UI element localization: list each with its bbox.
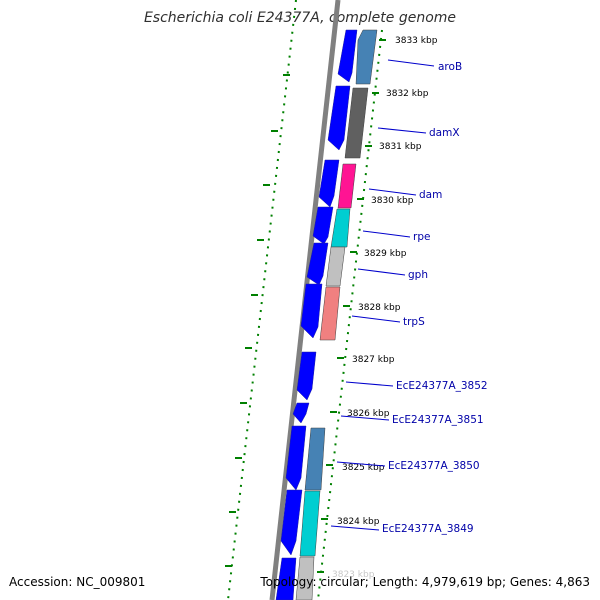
gene-label: EcE24377A_3852 bbox=[396, 380, 488, 392]
forward-gene bbox=[306, 242, 329, 286]
ruler-label: 3829 kbp bbox=[364, 249, 407, 259]
ruler-ticks bbox=[317, 39, 386, 573]
ruler-label: 3833 kbp bbox=[395, 36, 438, 46]
ruler-label: 3830 kbp bbox=[371, 196, 414, 206]
forward-gene bbox=[292, 402, 310, 424]
gene-label-lines bbox=[330, 59, 435, 531]
forward-gene bbox=[285, 425, 307, 491]
forward-genes bbox=[275, 29, 358, 600]
gene-label: EcE24377A_3849 bbox=[382, 523, 474, 535]
map-title: Escherichia coli E24377A, complete genom… bbox=[143, 10, 457, 26]
forward-gene bbox=[337, 29, 358, 83]
outer-ring-ticks bbox=[225, 74, 290, 567]
ruler-label: 3827 kbp bbox=[352, 355, 395, 365]
gene-label: aroB bbox=[438, 61, 462, 73]
gene-label: trpS bbox=[403, 316, 425, 328]
accession-text: Accession: NC_009801 bbox=[9, 575, 146, 589]
ruler-label: 3824 kbp bbox=[337, 517, 380, 527]
reverse-gene-trpS bbox=[319, 286, 341, 341]
forward-gene bbox=[327, 85, 351, 151]
forward-gene bbox=[296, 351, 317, 401]
forward-gene bbox=[300, 283, 323, 339]
ruler-label: 3825 kbp bbox=[342, 463, 385, 473]
reverse-gene-damX bbox=[344, 87, 369, 159]
ruler-label: 3831 kbp bbox=[379, 142, 422, 152]
reverse-gene-next bbox=[295, 556, 315, 600]
reverse-gene-3849 bbox=[299, 490, 321, 557]
forward-gene bbox=[280, 489, 303, 556]
forward-gene bbox=[318, 159, 340, 208]
ruler-label: 3823 kbp bbox=[332, 570, 375, 580]
genome-summary-text: Topology: circular; Length: 4,979,619 bp… bbox=[260, 575, 590, 589]
gene-label: EcE24377A_3850 bbox=[388, 460, 480, 472]
reverse-gene-gph bbox=[325, 246, 346, 287]
ruler-label: 3832 kbp bbox=[386, 89, 429, 99]
reverse-gene-dam bbox=[337, 163, 357, 209]
forward-gene bbox=[312, 206, 334, 245]
gene-label: rpe bbox=[413, 231, 430, 243]
forward-gene bbox=[275, 557, 297, 600]
gene-label: gph bbox=[408, 269, 428, 281]
gene-labels: aroB damX dam rpe gph trpS EcE24377A_385… bbox=[382, 61, 488, 535]
reverse-genes bbox=[295, 29, 378, 600]
gene-label: damX bbox=[429, 127, 460, 139]
ruler-labels: 3833 kbp 3832 kbp 3831 kbp 3830 kbp 3829… bbox=[332, 36, 438, 580]
reverse-gene-aroB bbox=[355, 29, 378, 85]
reverse-gene-rpe bbox=[330, 208, 351, 248]
ruler-label: 3826 kbp bbox=[347, 409, 390, 419]
ruler-label: 3828 kbp bbox=[358, 303, 401, 313]
gene-label: dam bbox=[419, 189, 442, 201]
reverse-gene-3850 bbox=[304, 427, 326, 491]
gene-label: EcE24377A_3851 bbox=[392, 414, 484, 426]
